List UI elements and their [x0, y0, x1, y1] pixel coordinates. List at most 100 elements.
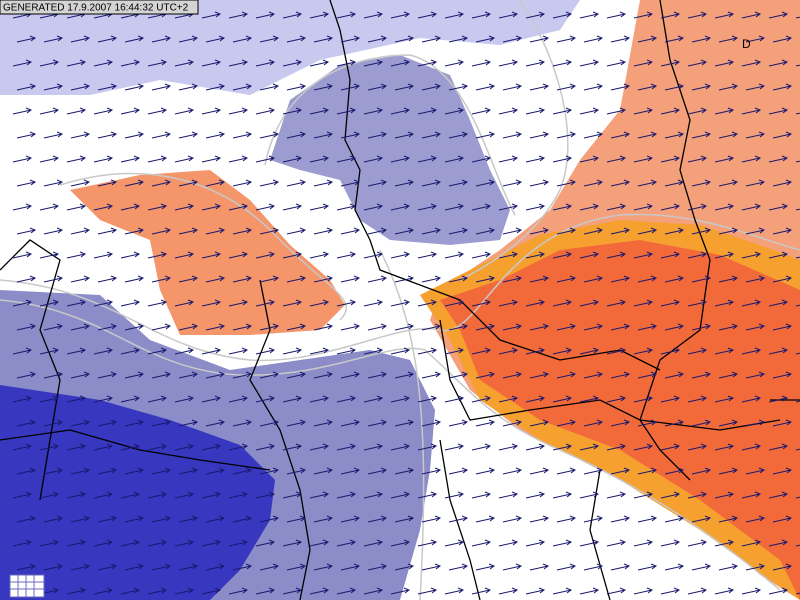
- wind-arrow: [39, 491, 60, 499]
- wind-arrow: [579, 203, 600, 211]
- wind-arrow: [336, 107, 357, 115]
- wind-arrow: [367, 275, 388, 283]
- wind-arrow: [340, 323, 361, 331]
- wind-arrow: [93, 155, 114, 163]
- wind-arrow: [664, 371, 685, 379]
- wind-arrow: [772, 467, 793, 475]
- wind-arrow: [660, 203, 681, 211]
- wind-arrow: [660, 299, 681, 307]
- wind-arrow: [583, 275, 604, 283]
- wind-arrow: [255, 11, 276, 19]
- wind-arrow: [70, 179, 91, 187]
- wind-arrow: [444, 107, 465, 115]
- wind-arrow: [255, 395, 276, 403]
- wind-arrow: [340, 419, 361, 427]
- wind-arrow: [147, 59, 168, 67]
- wind-arrow: [228, 107, 249, 115]
- wind-arrow: [124, 179, 145, 187]
- wind-arrow: [660, 155, 681, 163]
- wind-arrow: [768, 347, 789, 355]
- wind-arrow: [228, 491, 249, 499]
- wind-arrow: [66, 443, 87, 451]
- wind-arrow: [147, 299, 168, 307]
- wind-arrow: [583, 371, 604, 379]
- wind-arrow: [340, 515, 361, 523]
- wind-arrow: [718, 515, 739, 523]
- wind-arrow: [286, 323, 307, 331]
- wind-arrow: [502, 419, 523, 427]
- wind-arrow: [421, 275, 442, 283]
- wind-arrow: [282, 59, 303, 67]
- wind-arrow: [444, 251, 465, 259]
- wind-arrow: [691, 227, 712, 235]
- wind-arrow: [768, 59, 789, 67]
- wind-arrow: [583, 131, 604, 139]
- wind-arrow: [664, 179, 685, 187]
- wind-arrow: [201, 251, 222, 259]
- wind-arrow: [309, 107, 330, 115]
- wind-arrow: [610, 419, 631, 427]
- wind-arrow: [421, 515, 442, 523]
- wind-arrow: [174, 347, 195, 355]
- wind-arrow: [286, 371, 307, 379]
- border-line: [589, 469, 611, 600]
- wind-arrow: [340, 371, 361, 379]
- wind-arrow: [606, 347, 627, 355]
- wind-arrow: [394, 563, 415, 571]
- wind-arrow: [205, 563, 226, 571]
- wind-arrow: [205, 467, 226, 475]
- wind-arrow: [552, 59, 573, 67]
- wind-arrow: [232, 371, 253, 379]
- wind-arrow: [795, 208, 800, 211]
- wind-arrow: [313, 419, 334, 427]
- wind-arrow: [579, 107, 600, 115]
- wind-arrow: [633, 587, 654, 595]
- wind-arrow: [637, 275, 658, 283]
- contour-line: [0, 213, 800, 362]
- wind-arrow: [714, 59, 735, 67]
- wind-arrow: [124, 563, 145, 571]
- wind-arrow: [340, 35, 361, 43]
- wind-arrow: [556, 227, 577, 235]
- wind-arrow: [205, 323, 226, 331]
- wind-arrow: [768, 395, 789, 403]
- wind-arrow: [471, 587, 492, 595]
- wind-arrow: [282, 251, 303, 259]
- wind-arrow: [714, 443, 735, 451]
- wind-arrow: [529, 563, 550, 571]
- wind-arrow: [498, 443, 519, 451]
- wind-arrow: [178, 371, 199, 379]
- wind-arrow: [417, 587, 438, 595]
- wind-arrow: [147, 347, 168, 355]
- wind-arrow: [309, 59, 330, 67]
- wind-arrow: [502, 83, 523, 91]
- wind-arrow: [633, 539, 654, 547]
- wind-arrow: [660, 59, 681, 67]
- wind-arrow: [529, 179, 550, 187]
- wind-arrow: [741, 587, 762, 595]
- wind-arrow: [583, 515, 604, 523]
- wind-arrow: [174, 59, 195, 67]
- wind-arrow: [660, 395, 681, 403]
- wind-arrow: [471, 443, 492, 451]
- wind-arrow: [529, 83, 550, 91]
- wind-arrow: [147, 443, 168, 451]
- wind-arrow: [367, 515, 388, 523]
- wind-arrow: [444, 155, 465, 163]
- wind-arrow: [795, 592, 800, 595]
- wind-arrow: [583, 323, 604, 331]
- wind-arrow: [336, 299, 357, 307]
- wind-arrow: [367, 467, 388, 475]
- wind-arrow: [471, 299, 492, 307]
- wind-arrow: [687, 539, 708, 547]
- wind-arrow: [772, 275, 793, 283]
- wind-arrow: [637, 323, 658, 331]
- wind-arrow: [394, 419, 415, 427]
- wind-arrow: [286, 35, 307, 43]
- border-line: [439, 439, 481, 600]
- wind-arrow: [336, 155, 357, 163]
- wind-arrow: [66, 59, 87, 67]
- wind-arrow: [313, 323, 334, 331]
